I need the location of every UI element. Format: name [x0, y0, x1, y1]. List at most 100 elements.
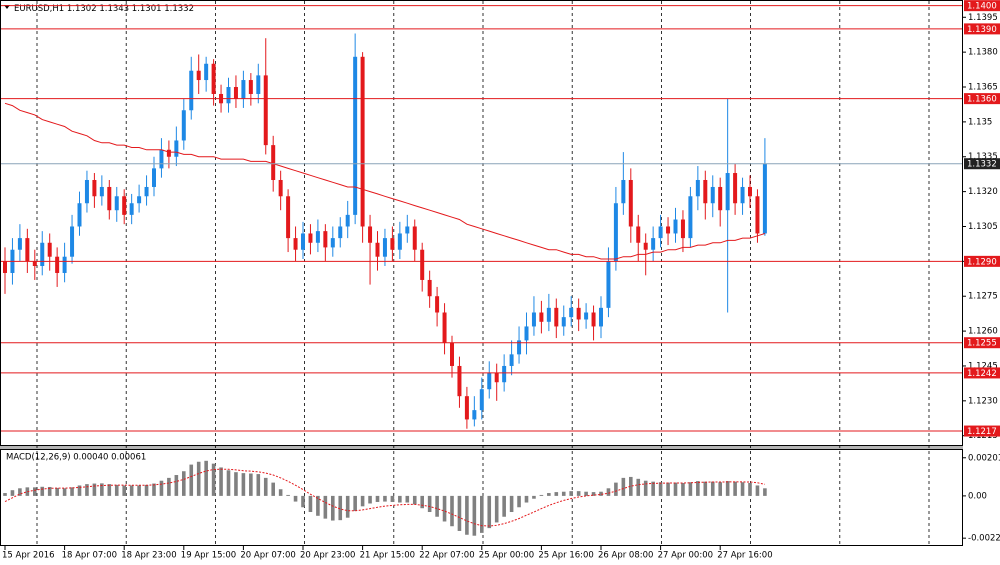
macd-bar: [487, 495, 492, 529]
candle-body: [539, 312, 544, 322]
macd-bar: [182, 471, 186, 496]
level-label-box: [964, 337, 1000, 349]
macd-bar: [100, 483, 104, 496]
macd-bar: [606, 488, 611, 496]
candle-body: [62, 256, 67, 273]
macd-bar: [532, 495, 536, 499]
level-label-box: [964, 255, 1000, 267]
candle-body: [621, 179, 626, 204]
macd-bar: [673, 482, 678, 496]
macd-bar: [249, 473, 253, 496]
macd-bar: [465, 495, 469, 535]
candle-body: [211, 63, 216, 94]
macd-bar: [703, 481, 708, 496]
y-tick-label: 1.1275: [968, 292, 998, 302]
macd-bar: [278, 489, 283, 496]
macd-bar: [666, 482, 670, 496]
candle-body: [233, 87, 238, 99]
candle-body: [137, 196, 142, 204]
x-tick-label: 18 Apr 23:00: [121, 551, 176, 561]
y-tick-label: 1.1230: [968, 396, 998, 406]
macd-bar: [427, 495, 432, 513]
candle-body: [442, 312, 447, 343]
candle-body: [740, 186, 745, 204]
macd-bar: [18, 488, 22, 496]
macd-bar: [390, 495, 395, 502]
x-tick-label: 21 Apr 15:00: [360, 551, 415, 561]
macd-bar: [241, 473, 246, 496]
x-tick-label: 26 Apr 08:00: [598, 551, 653, 561]
symbol-header: EURUSD,H1 1.1302 1.1343 1.1301 1.1332: [14, 4, 194, 14]
candle-body: [353, 56, 358, 215]
macd-bar: [92, 483, 97, 496]
y-tick-label: 1.1305: [968, 222, 998, 232]
macd-bar: [584, 491, 588, 496]
macd-bar: [308, 495, 313, 513]
level-label-box: [964, 367, 1000, 379]
macd-bar: [480, 495, 484, 533]
x-tick-label: 15 Apr 2016: [2, 551, 55, 561]
level-label: 1.1360: [967, 95, 997, 105]
macd-bar: [189, 464, 194, 496]
candle-body: [256, 75, 261, 94]
candle-body: [226, 87, 231, 104]
macd-bar: [733, 481, 737, 496]
candle-body: [114, 196, 119, 211]
macd-bar: [338, 495, 343, 521]
level-label: 1.1400: [967, 2, 997, 12]
macd-bar: [591, 492, 596, 496]
candle-body: [569, 307, 574, 318]
y-tick-label: 1.1320: [968, 187, 998, 197]
macd-bar: [763, 488, 767, 496]
candle-body: [107, 186, 112, 211]
macd-bar: [107, 484, 112, 496]
macd-bar: [316, 495, 320, 516]
candle-body: [196, 70, 201, 81]
macd-bar: [144, 484, 149, 496]
candle-body: [286, 196, 291, 239]
candle-body: [278, 179, 283, 197]
candle-body: [479, 389, 484, 411]
candle-body: [248, 80, 253, 94]
macd-bar: [442, 495, 447, 522]
level-label: 1.1255: [967, 339, 997, 349]
candle-body: [308, 233, 313, 243]
candle-body: [651, 238, 656, 250]
y-tick-label: 1.1335: [968, 152, 998, 162]
macd-bar: [420, 495, 424, 509]
macd-bar: [405, 495, 410, 503]
macd-bar: [412, 495, 417, 505]
candle-body: [189, 70, 194, 111]
candle-body: [494, 372, 499, 383]
candle-body: [241, 80, 246, 99]
macd-bar: [576, 491, 581, 496]
candle-body: [487, 372, 492, 390]
price-pane-border: [0, 0, 963, 446]
macd-bar: [651, 481, 655, 496]
candle-body: [509, 354, 514, 366]
candle-body: [32, 261, 37, 267]
candle-body: [435, 296, 440, 313]
symbol: EURUSD,H1: [14, 4, 64, 14]
macd-bar: [755, 485, 760, 496]
macd-bar: [457, 495, 462, 531]
macd-bar: [472, 495, 477, 536]
candle-body: [666, 226, 671, 234]
macd-bar: [517, 495, 521, 508]
candle-body: [733, 173, 738, 204]
candle-body: [643, 242, 648, 250]
macd-bar: [681, 482, 685, 496]
macd-bar: [293, 495, 298, 502]
macd-bar: [263, 477, 268, 496]
candle-body: [680, 219, 685, 239]
candle-body: [360, 56, 365, 227]
candle-body: [271, 145, 276, 180]
candle-body: [628, 179, 633, 227]
y-tick-label: 1.1380: [968, 48, 998, 58]
level-label-box: [964, 0, 1000, 12]
macd-bar: [554, 492, 559, 496]
current-price-box: [964, 158, 1000, 170]
x-tick-label: 18 Apr 07:00: [62, 551, 117, 561]
macd-bar: [129, 485, 134, 496]
